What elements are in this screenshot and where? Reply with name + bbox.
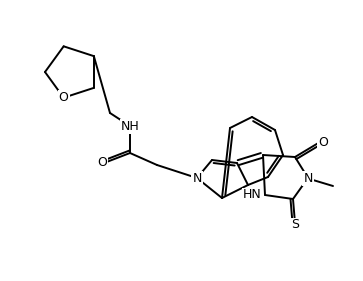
Text: O: O	[59, 91, 69, 104]
Text: NH: NH	[121, 119, 139, 133]
Text: S: S	[291, 219, 299, 232]
Text: N: N	[192, 171, 202, 185]
Text: N: N	[303, 171, 313, 185]
Text: O: O	[318, 135, 328, 148]
Text: O: O	[97, 157, 107, 169]
Text: HN: HN	[243, 189, 262, 201]
